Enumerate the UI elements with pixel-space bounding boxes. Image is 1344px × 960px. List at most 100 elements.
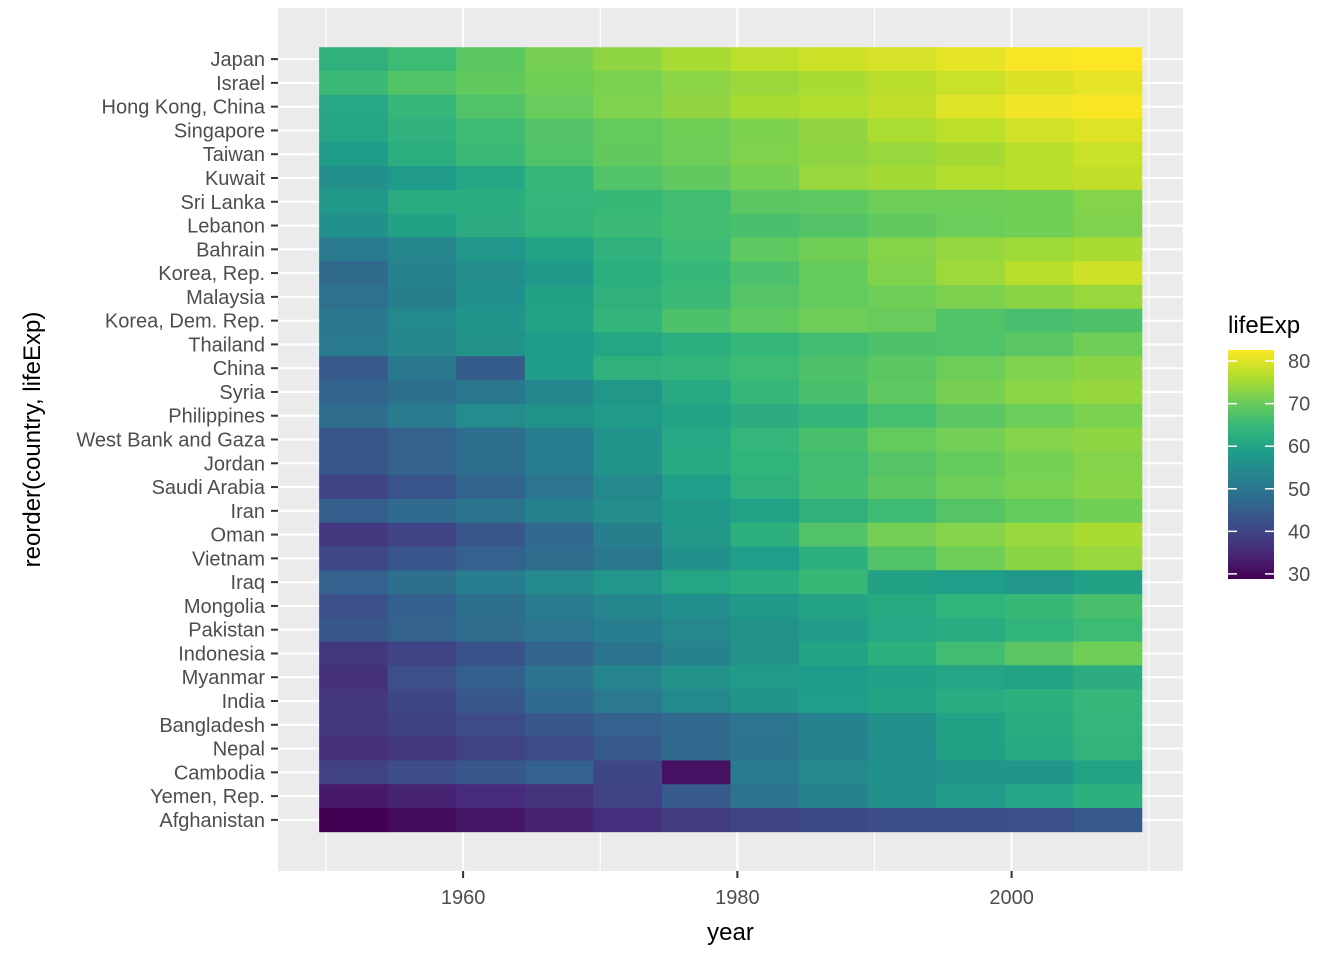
heatmap-tile [661, 213, 731, 238]
heatmap-tile [456, 71, 526, 96]
heatmap-tile [456, 189, 526, 215]
heatmap-tile [387, 784, 457, 809]
heatmap-tile [936, 380, 1006, 405]
heatmap-tile [1004, 94, 1074, 119]
heatmap-tile [387, 403, 457, 429]
heatmap-tile [387, 760, 457, 785]
heatmap-tile [456, 641, 526, 666]
heatmap-tile [936, 594, 1006, 619]
heatmap-tile [319, 47, 389, 72]
heatmap-tile [387, 94, 457, 119]
heatmap-tile [593, 617, 663, 642]
y-tick-label: Malaysia [186, 287, 266, 309]
heatmap-tile [867, 712, 937, 738]
heatmap-tile [593, 403, 663, 429]
heatmap-tile [867, 641, 937, 666]
heatmap-tile [867, 665, 937, 690]
heatmap-tile [867, 261, 937, 286]
heatmap-tile [661, 784, 731, 809]
heatmap-tile [593, 712, 663, 738]
heatmap-tile [319, 94, 389, 119]
heatmap-tile [1004, 451, 1074, 476]
heatmap-tile [593, 118, 663, 143]
heatmap-tile [593, 451, 663, 476]
heatmap-tile [319, 570, 389, 595]
heatmap-tile [593, 332, 663, 357]
heatmap-tile [1073, 641, 1143, 666]
y-tick-label: Vietnam [192, 548, 265, 570]
heatmap-tile [936, 665, 1006, 690]
heatmap-tile [867, 71, 937, 96]
heatmap-tile [387, 308, 457, 333]
y-tick-label: Afghanistan [159, 810, 265, 832]
heatmap-tile [867, 570, 937, 595]
heatmap-tile [799, 475, 869, 500]
heatmap-tile [1004, 261, 1074, 286]
y-tick-label: Sri Lanka [181, 192, 266, 214]
heatmap-tile [387, 118, 457, 143]
heatmap-tile [1073, 380, 1143, 405]
heatmap-tile [319, 451, 389, 476]
y-tick-label: Mongolia [184, 596, 266, 618]
heatmap-tile [387, 427, 457, 452]
heatmap-tile [1004, 356, 1074, 381]
heatmap-tile [1004, 570, 1074, 595]
plot-panel [278, 8, 1183, 871]
heatmap-tile [799, 380, 869, 405]
heatmap-tile [456, 784, 526, 809]
heatmap-tile [1073, 427, 1143, 452]
heatmap-tile [661, 641, 731, 666]
heatmap-tile [524, 356, 594, 381]
heatmap-tile [661, 284, 731, 310]
heatmap-tile [661, 665, 731, 690]
y-tick-label: Japan [211, 49, 266, 71]
heatmap-tile [524, 617, 594, 642]
heatmap-tile [1073, 261, 1143, 286]
heatmap-tile [593, 237, 663, 262]
heatmap-tile [319, 142, 389, 167]
heatmap-tile [456, 142, 526, 167]
heatmap-tile [730, 760, 800, 785]
heatmap-tile [661, 142, 731, 167]
heatmap-tile [936, 356, 1006, 381]
heatmap-tile [1073, 451, 1143, 476]
heatmap-tile [1073, 784, 1143, 809]
heatmap-tile [867, 356, 937, 381]
heatmap-tile [387, 142, 457, 167]
heatmap-tile [1004, 142, 1074, 167]
heatmap-tile [593, 166, 663, 191]
y-tick-label: Yemen, Rep. [150, 786, 265, 808]
heatmap-tile [1073, 736, 1143, 761]
heatmap-tile [799, 118, 869, 143]
heatmap-tile [1073, 166, 1143, 191]
heatmap-tile [867, 522, 937, 547]
heatmap-tile [1073, 94, 1143, 119]
heatmap-tile [524, 712, 594, 738]
heatmap-tile [1073, 118, 1143, 143]
color-legend: lifeExp 30 40 50 60 70 80 [1228, 312, 1310, 586]
heatmap-tile [1073, 213, 1143, 238]
heatmap-tile [1073, 546, 1143, 571]
heatmap-tile [524, 451, 594, 476]
heatmap-tile [1004, 284, 1074, 310]
heatmap-tile [456, 94, 526, 119]
heatmap-tile [1004, 427, 1074, 452]
heatmap-tile [730, 475, 800, 500]
heatmap-tile [936, 736, 1006, 761]
heatmap-tile [799, 94, 869, 119]
y-tick-label: Israel [216, 73, 265, 95]
heatmap-tile [456, 332, 526, 357]
heatmap-tile [1004, 213, 1074, 238]
heatmap-tile [319, 356, 389, 381]
heatmap-tile [799, 142, 869, 167]
heatmap-tile [730, 237, 800, 262]
heatmap-tile [661, 807, 731, 833]
heatmap-tile [730, 71, 800, 96]
y-tick-label: China [213, 358, 266, 380]
y-tick-label: Jordan [204, 453, 265, 475]
legend-label: 40 [1288, 521, 1310, 543]
heatmap-tile [661, 427, 731, 452]
heatmap-tile [1073, 807, 1143, 833]
y-tick-label: Myanmar [182, 667, 266, 689]
heatmap-tile [867, 498, 937, 524]
